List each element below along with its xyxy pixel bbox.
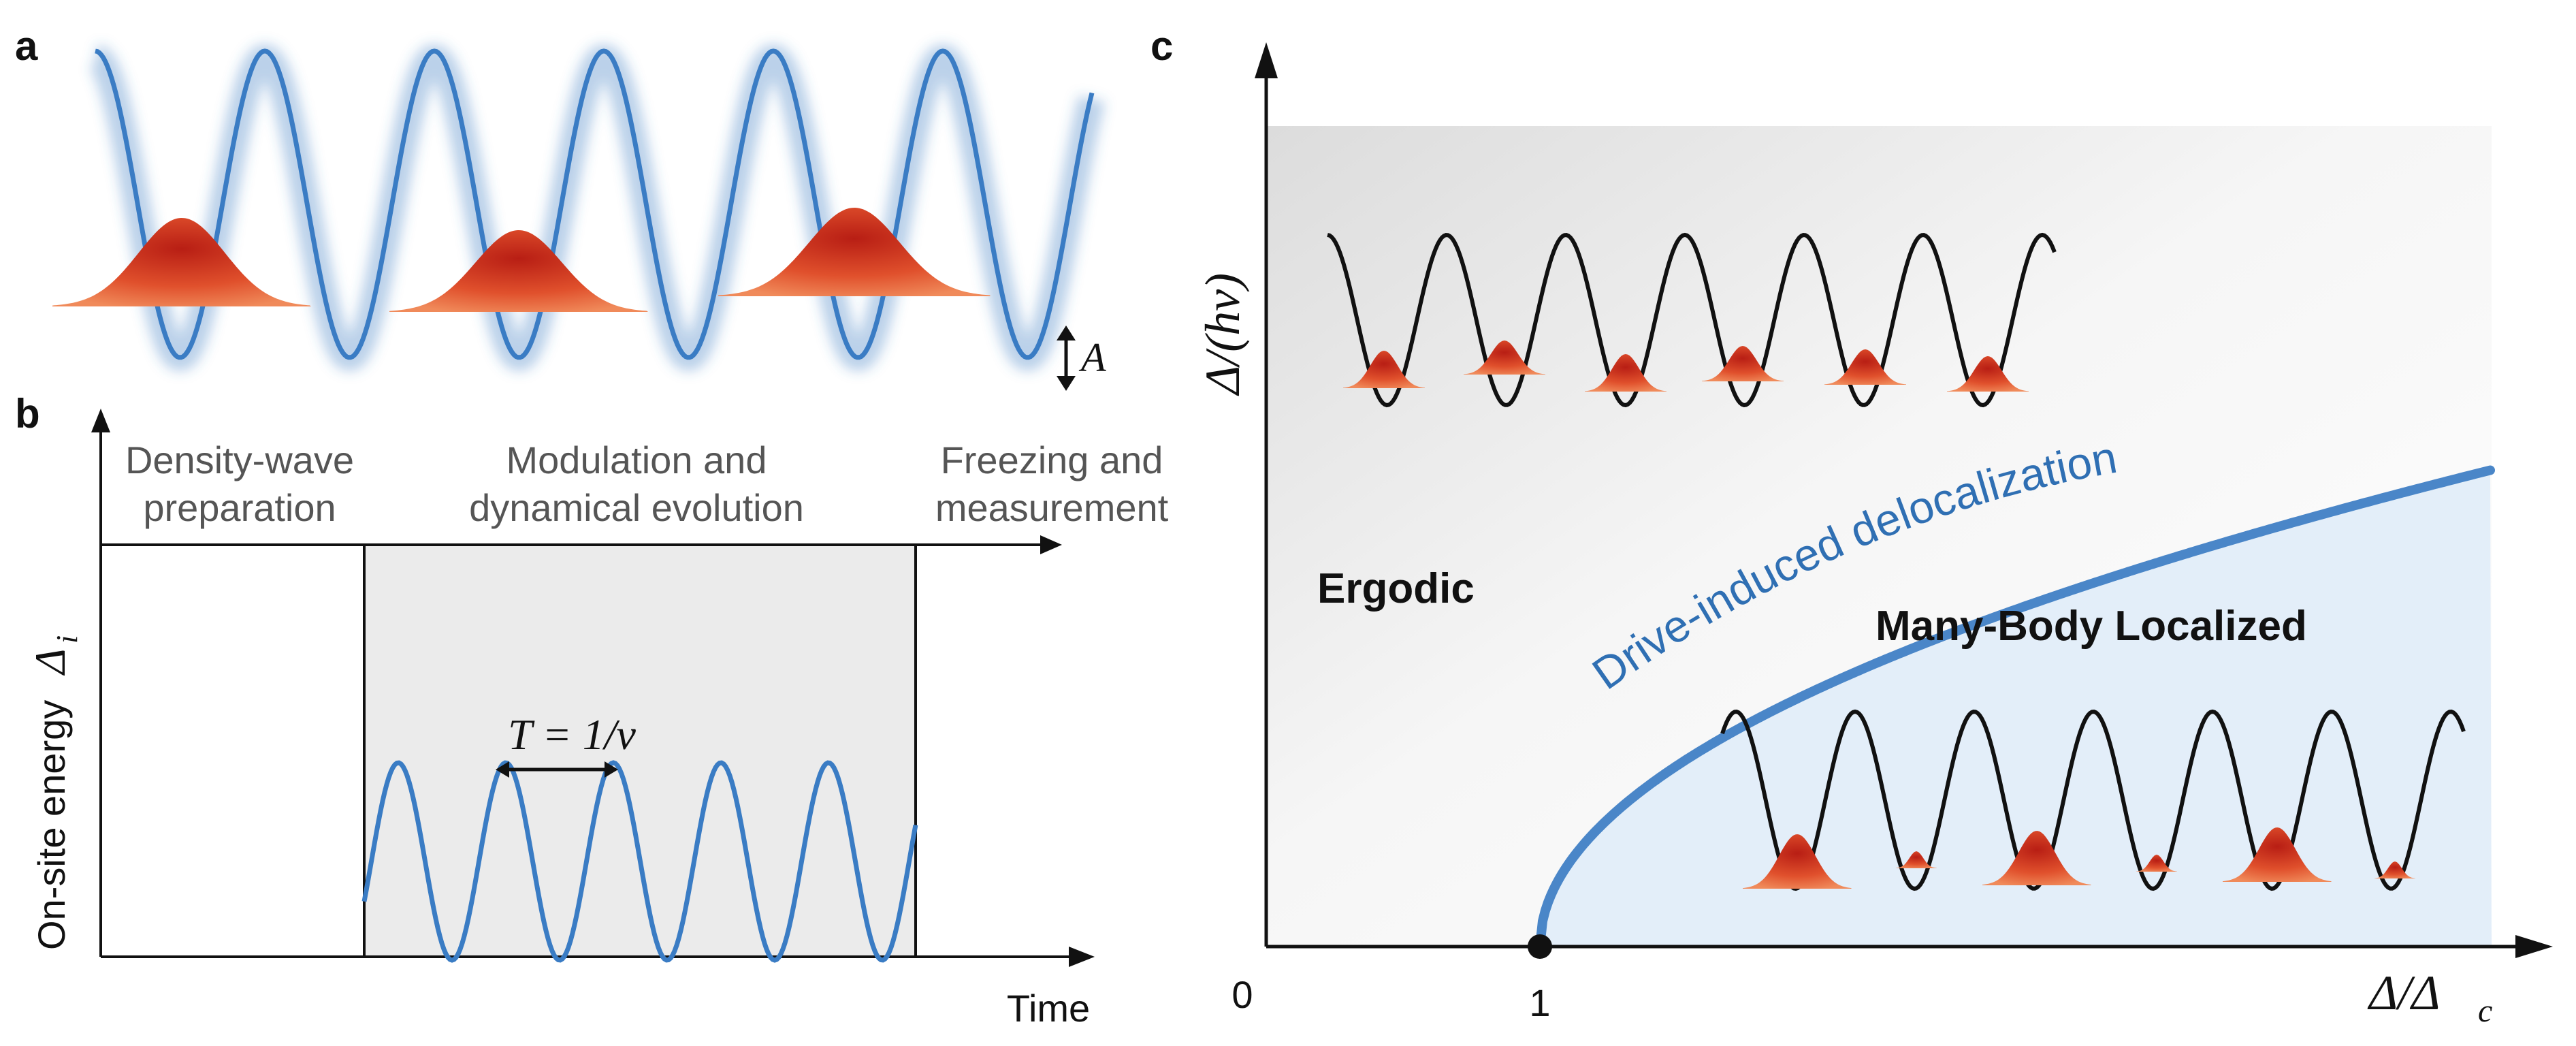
atom: [1982, 831, 2091, 885]
phase-boundary-curve: [1535, 465, 2495, 951]
c-y-label: Δ/(hν): [1195, 273, 1250, 396]
modulation-sine: [361, 760, 918, 963]
period-label: T = 1/ν: [508, 710, 636, 759]
mbl-region: [1540, 470, 2492, 947]
panel-b: b Density-wave preparation Modulation an…: [15, 391, 1169, 1030]
b-y-label-symbol: Δ: [26, 648, 74, 676]
ergodic-label: Ergodic: [1317, 565, 1475, 612]
b-y-label-sub: i: [50, 635, 84, 644]
amplitude-arrow-icon: [1057, 326, 1076, 391]
c-origin-label: 0: [1231, 973, 1253, 1016]
phase-1-line2: preparation: [143, 486, 336, 529]
atom: [2223, 827, 2332, 882]
mbl-label: Many-Body Localized: [1875, 603, 2307, 650]
critical-point: [1528, 934, 1552, 959]
c-y-axis-arrowhead: [1255, 42, 1278, 78]
critical-tick-label: 1: [1529, 981, 1550, 1024]
b-x-label: Time: [1007, 987, 1090, 1030]
lattice-potential-line: [95, 48, 1095, 360]
atom: [1343, 351, 1425, 388]
atom: [2374, 861, 2415, 878]
mbl-atoms: [1743, 827, 2415, 889]
phase-1-line1: Density-wave: [125, 439, 354, 481]
atom: [1702, 346, 1784, 381]
atom: [2136, 855, 2177, 872]
atom: [1947, 356, 2029, 392]
ergodic-lattice: [1327, 232, 2057, 408]
modulation-region: [364, 545, 916, 957]
b-x-axis-arrowhead: [1069, 947, 1095, 967]
amplitude-label: A: [1078, 335, 1106, 380]
b-y-axis-arrowhead: [91, 409, 110, 432]
panel-b-letter: b: [15, 391, 40, 437]
atom: [1824, 349, 1906, 385]
period-arrow-icon: [496, 761, 618, 778]
c-y-label-text: Δ/(hν): [1195, 273, 1250, 396]
panel-a-letter: a: [15, 23, 38, 69]
atom: [718, 208, 991, 296]
b-y-label-text: On-site energy: [30, 700, 73, 950]
atom: [1743, 834, 1852, 889]
atom: [1896, 851, 1937, 868]
atoms-a: [52, 208, 991, 312]
phase-line-arrowhead: [1040, 535, 1062, 554]
panel-c: c 0 1 Δ/Δ c Δ/(hν) Ergodic Many-Body Loc…: [1150, 23, 2553, 1029]
panel-c-letter: c: [1150, 23, 1173, 69]
phase-3-line2: measurement: [935, 486, 1169, 529]
atom: [52, 218, 311, 306]
ergodic-atoms: [1343, 340, 2029, 392]
c-x-label-sub: c: [2478, 993, 2492, 1029]
b-y-label: On-site energy Δ i: [26, 635, 84, 950]
atom: [1585, 354, 1667, 392]
atom: [389, 230, 648, 312]
phase-2-line1: Modulation and: [506, 439, 767, 481]
c-x-axis-arrowhead: [2515, 935, 2553, 958]
mbl-lattice: [1720, 709, 2466, 891]
phase-2-line2: dynamical evolution: [469, 486, 804, 529]
c-x-label: Δ/Δ: [2367, 966, 2441, 1020]
atom: [1464, 340, 1545, 375]
panel-a: a A: [15, 23, 1106, 391]
lattice-potential-blur: [89, 44, 1106, 371]
phase-3-line1: Freezing and: [941, 439, 1163, 481]
